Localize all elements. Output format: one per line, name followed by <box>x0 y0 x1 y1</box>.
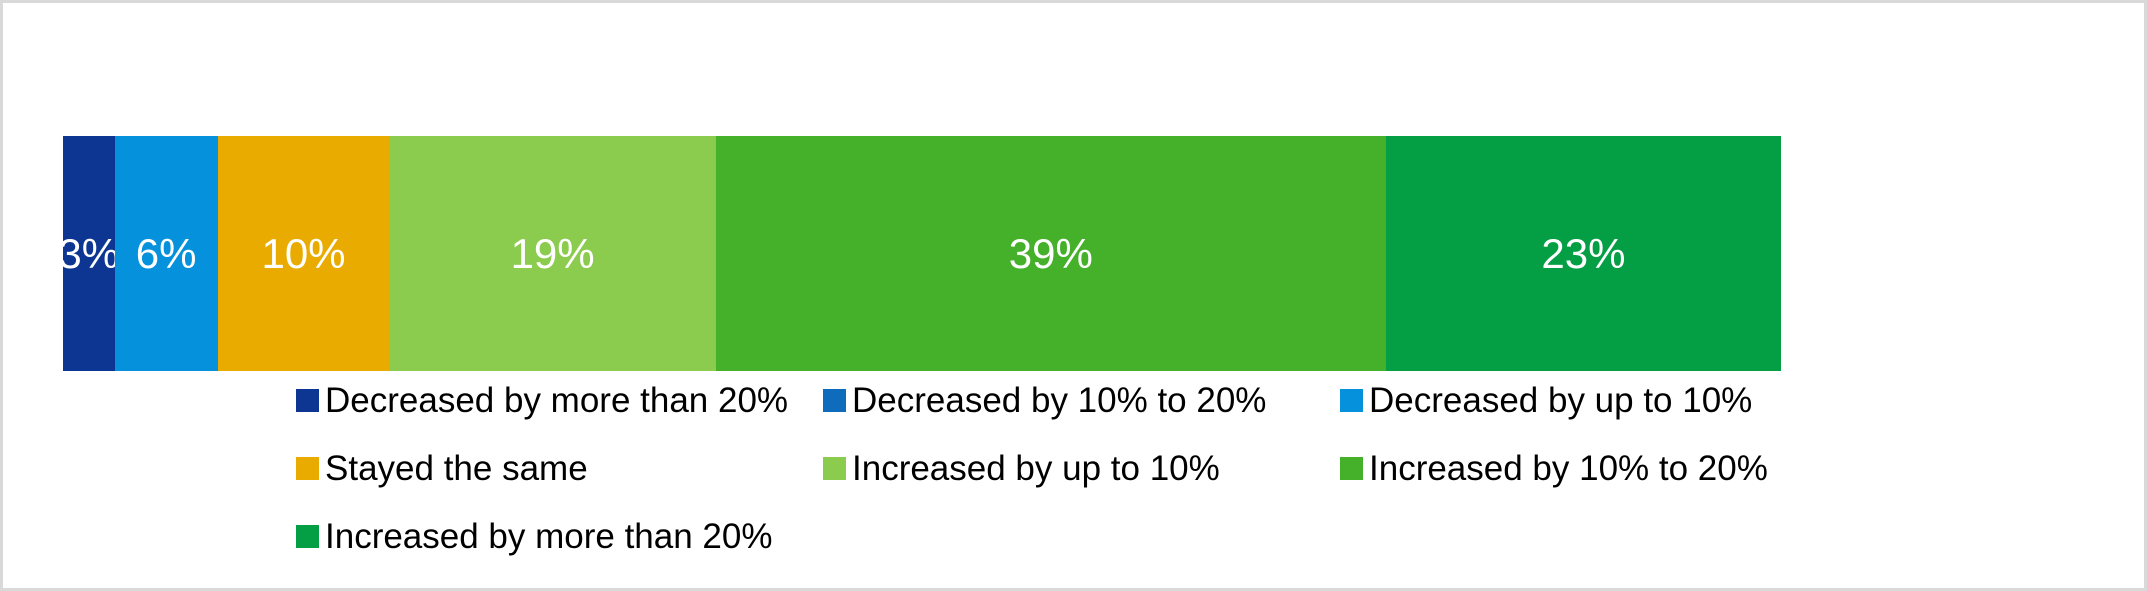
legend-item-label: Decreased by up to 10% <box>1369 380 1753 420</box>
legend-item-label: Increased by up to 10% <box>852 448 1220 488</box>
bar-segment: 3% <box>58 136 119 371</box>
legend-item: Increased by up to 10% <box>823 447 1220 489</box>
bar-segment: 6% <box>114 136 218 371</box>
legend-item-label: Increased by more than 20% <box>325 516 773 556</box>
legend-item: Decreased by more than 20% <box>296 379 788 421</box>
segment-value-label: 10% <box>261 229 346 277</box>
legend-item-label: Increased by 10% to 20% <box>1369 448 1768 488</box>
legend-item-label: Decreased by 10% to 20% <box>852 380 1267 420</box>
bar-segment: 39% <box>715 136 1386 371</box>
legend-item: Increased by more than 20% <box>296 515 772 557</box>
segment-value-label: 23% <box>1541 229 1626 277</box>
segment-value-label: 6% <box>135 229 197 277</box>
legend-color-swatch <box>296 524 319 548</box>
legend-item-label: Decreased by more than 20% <box>325 380 789 420</box>
legend-item: Increased by 10% to 20% <box>1340 447 1768 489</box>
legend-item: Decreased by 10% to 20% <box>823 379 1266 421</box>
legend-color-swatch <box>823 456 846 480</box>
segment-value-label: 39% <box>1008 229 1093 277</box>
legend-item: Decreased by up to 10% <box>1340 379 1752 421</box>
segment-value-label: 3% <box>58 229 120 277</box>
legend-item: Stayed the same <box>296 447 588 489</box>
legend-color-swatch <box>296 388 319 412</box>
legend-color-swatch <box>823 388 846 412</box>
bar-segment: 10% <box>217 136 390 371</box>
segment-value-label: 19% <box>510 229 595 277</box>
bar-segment: 19% <box>389 136 716 371</box>
legend-item-label: Stayed the same <box>325 448 588 488</box>
legend-color-swatch <box>1340 388 1363 412</box>
bar-segment: 23% <box>1385 136 1781 371</box>
stacked-bar: 3% 6% 10% 19% 39% 23% <box>58 136 1781 371</box>
legend-color-swatch <box>1340 456 1363 480</box>
legend-color-swatch <box>296 456 319 480</box>
